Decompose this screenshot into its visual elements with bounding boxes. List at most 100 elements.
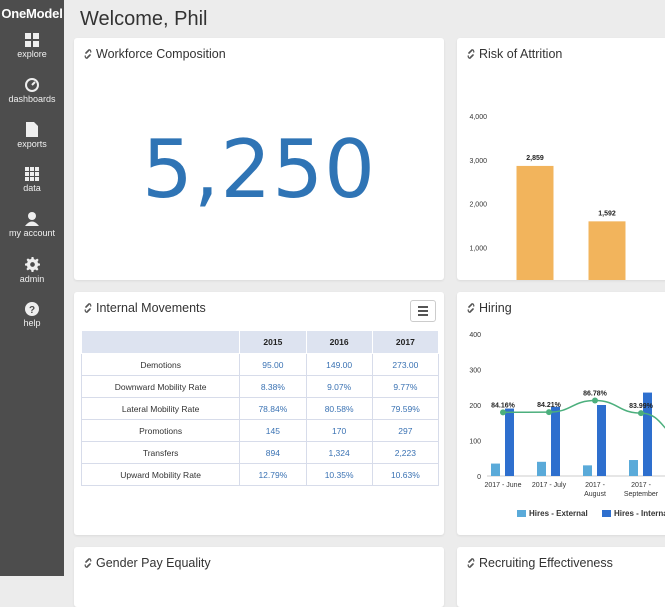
table-cell[interactable]: 10.63% xyxy=(371,463,440,486)
data-label: 84.21% xyxy=(537,402,562,409)
y-tick-label: 0 xyxy=(477,474,481,481)
sidebar-item-label: exports xyxy=(17,139,47,149)
sidebar-item-help[interactable]: ? help xyxy=(0,302,64,328)
link-icon[interactable] xyxy=(84,558,92,568)
bar-hires-external xyxy=(491,463,500,476)
x-tick-label: 2017 - July xyxy=(532,482,567,489)
row-label: Demotions xyxy=(80,353,241,376)
sidebar-item-dashboards[interactable]: dashboards xyxy=(0,78,64,104)
table-cell[interactable]: 297 xyxy=(371,419,440,442)
table-cell[interactable]: 10.35% xyxy=(305,463,373,486)
link-icon[interactable] xyxy=(467,303,475,313)
hiring-chart: 0 100 200 300 400 2017 - June 2017 - July 2017 … xyxy=(469,332,665,498)
internal-movements-card: Internal Movements 2015 2016 2017 Demoti… xyxy=(74,292,444,535)
y-tick-label: 100 xyxy=(469,439,481,446)
y-tick-label: 3,000 xyxy=(469,158,487,165)
sidebar-item-admin[interactable]: admin xyxy=(0,257,64,284)
link-icon[interactable] xyxy=(84,49,92,59)
card-header: Recruiting Effectiveness xyxy=(467,556,613,570)
recruiting-effectiveness-card: Recruiting Effectiveness xyxy=(457,547,665,607)
card-header: Hiring xyxy=(467,301,512,315)
page-title: Welcome, Phil xyxy=(80,8,208,30)
hamburger-menu-icon[interactable] xyxy=(410,300,436,322)
table-cell[interactable]: 95.00 xyxy=(239,353,307,376)
sidebar-item-label: my account xyxy=(8,228,56,238)
table-cell[interactable]: 80.58% xyxy=(305,397,373,420)
sidebar-item-my-account[interactable]: my account xyxy=(0,212,64,238)
chart-bar xyxy=(516,165,554,280)
table-cell[interactable]: 145 xyxy=(239,419,307,442)
workforce-composition-card: Workforce Composition 5,250 xyxy=(74,38,444,280)
column-header: 2016 xyxy=(305,330,373,354)
svg-text:?: ? xyxy=(29,305,35,316)
bar-hires-internal xyxy=(597,405,606,476)
row-label: Promotions xyxy=(80,419,241,442)
gender-pay-equality-card: Gender Pay Equality xyxy=(74,547,444,607)
table-cell[interactable]: 79.59% xyxy=(371,397,440,420)
table-row: Demotions 95.00 149.00 273.00 xyxy=(80,353,440,376)
card-title: Workforce Composition xyxy=(96,47,226,61)
table-cell[interactable]: 78.84% xyxy=(239,397,307,420)
line-point xyxy=(546,409,552,416)
table-header-row: 2015 2016 2017 xyxy=(80,330,440,354)
user-icon xyxy=(25,212,39,226)
line-point xyxy=(638,410,644,417)
table-cell[interactable]: 9.07% xyxy=(305,375,373,398)
table-cell[interactable]: 149.00 xyxy=(305,353,373,376)
table-cell[interactable]: 2,223 xyxy=(371,441,440,464)
table-cell[interactable]: 273.00 xyxy=(371,353,440,376)
table-cell[interactable]: 894 xyxy=(239,441,307,464)
table-row: Lateral Mobility Rate 78.84% 80.58% 79.5… xyxy=(80,397,440,420)
sidebar-item-label: dashboards xyxy=(8,94,56,104)
hiring-card: Hiring 0 100 200 300 400 2017 - June 2017 - Ju… xyxy=(457,292,665,535)
card-header: Risk of Attrition xyxy=(467,47,562,61)
legend-swatch xyxy=(601,510,611,518)
card-title: Internal Movements xyxy=(96,301,206,315)
data-label: 1,592 xyxy=(598,210,616,217)
row-label: Transfers xyxy=(80,441,241,464)
bar-hires-external xyxy=(629,460,638,476)
link-icon[interactable] xyxy=(467,558,475,568)
table-cell[interactable]: 1,324 xyxy=(305,441,373,464)
card-header: Gender Pay Equality xyxy=(84,556,211,570)
bar-hires-internal xyxy=(643,392,652,476)
sidebar-item-data[interactable]: data xyxy=(0,167,64,193)
x-tick-label: 2017 - xyxy=(631,482,652,489)
risk-of-attrition-card: Risk of Attrition 01,0002,0003,0004,0002… xyxy=(457,38,665,280)
y-tick-label: 400 xyxy=(469,332,481,339)
table-cell[interactable]: 12.79% xyxy=(239,463,307,486)
legend-label: Hires - External xyxy=(529,509,588,518)
row-label: Upward Mobility Rate xyxy=(80,463,241,486)
sidebar-item-label: data xyxy=(23,183,41,193)
sidebar-item-label: admin xyxy=(19,274,45,284)
column-header xyxy=(80,330,241,354)
y-tick-label: 300 xyxy=(469,368,481,375)
data-label: 2,859 xyxy=(526,155,544,162)
row-label: Lateral Mobility Rate xyxy=(80,397,241,420)
dashboard-gauge-icon xyxy=(25,78,39,92)
chart-legend: Hires - External Hires - Internal xyxy=(517,509,665,518)
line-point xyxy=(592,397,598,404)
link-icon[interactable] xyxy=(467,49,475,59)
data-grid-icon xyxy=(25,167,39,181)
bar-hires-external xyxy=(583,465,592,476)
headcount-value: 5,250 xyxy=(141,123,377,216)
brand-logo[interactable]: OneModel xyxy=(1,6,63,21)
table-cell[interactable]: 170 xyxy=(305,419,373,442)
sidebar-item-exports[interactable]: exports xyxy=(0,122,64,149)
table-cell[interactable]: 8.38% xyxy=(239,375,307,398)
table-row: Downward Mobility Rate 8.38% 9.07% 9.77% xyxy=(80,375,440,398)
sidebar-item-explore[interactable]: explore xyxy=(0,33,64,59)
column-header: 2015 xyxy=(239,330,307,354)
grid-icon xyxy=(25,33,39,47)
row-label: Downward Mobility Rate xyxy=(80,375,241,398)
legend-label: Hires - Internal xyxy=(613,509,665,518)
card-header: Internal Movements xyxy=(84,301,206,315)
link-icon[interactable] xyxy=(84,303,92,313)
legend-item-external[interactable]: Hires - External xyxy=(517,509,588,518)
legend-item-internal[interactable]: Hires - Internal xyxy=(601,509,665,518)
bar-hires-external xyxy=(537,461,546,476)
table-cell[interactable]: 9.77% xyxy=(371,375,440,398)
movements-table: 2015 2016 2017 Demotions 95.00 149.00 27… xyxy=(80,330,440,486)
table-row: Transfers 894 1,324 2,223 xyxy=(80,441,440,464)
